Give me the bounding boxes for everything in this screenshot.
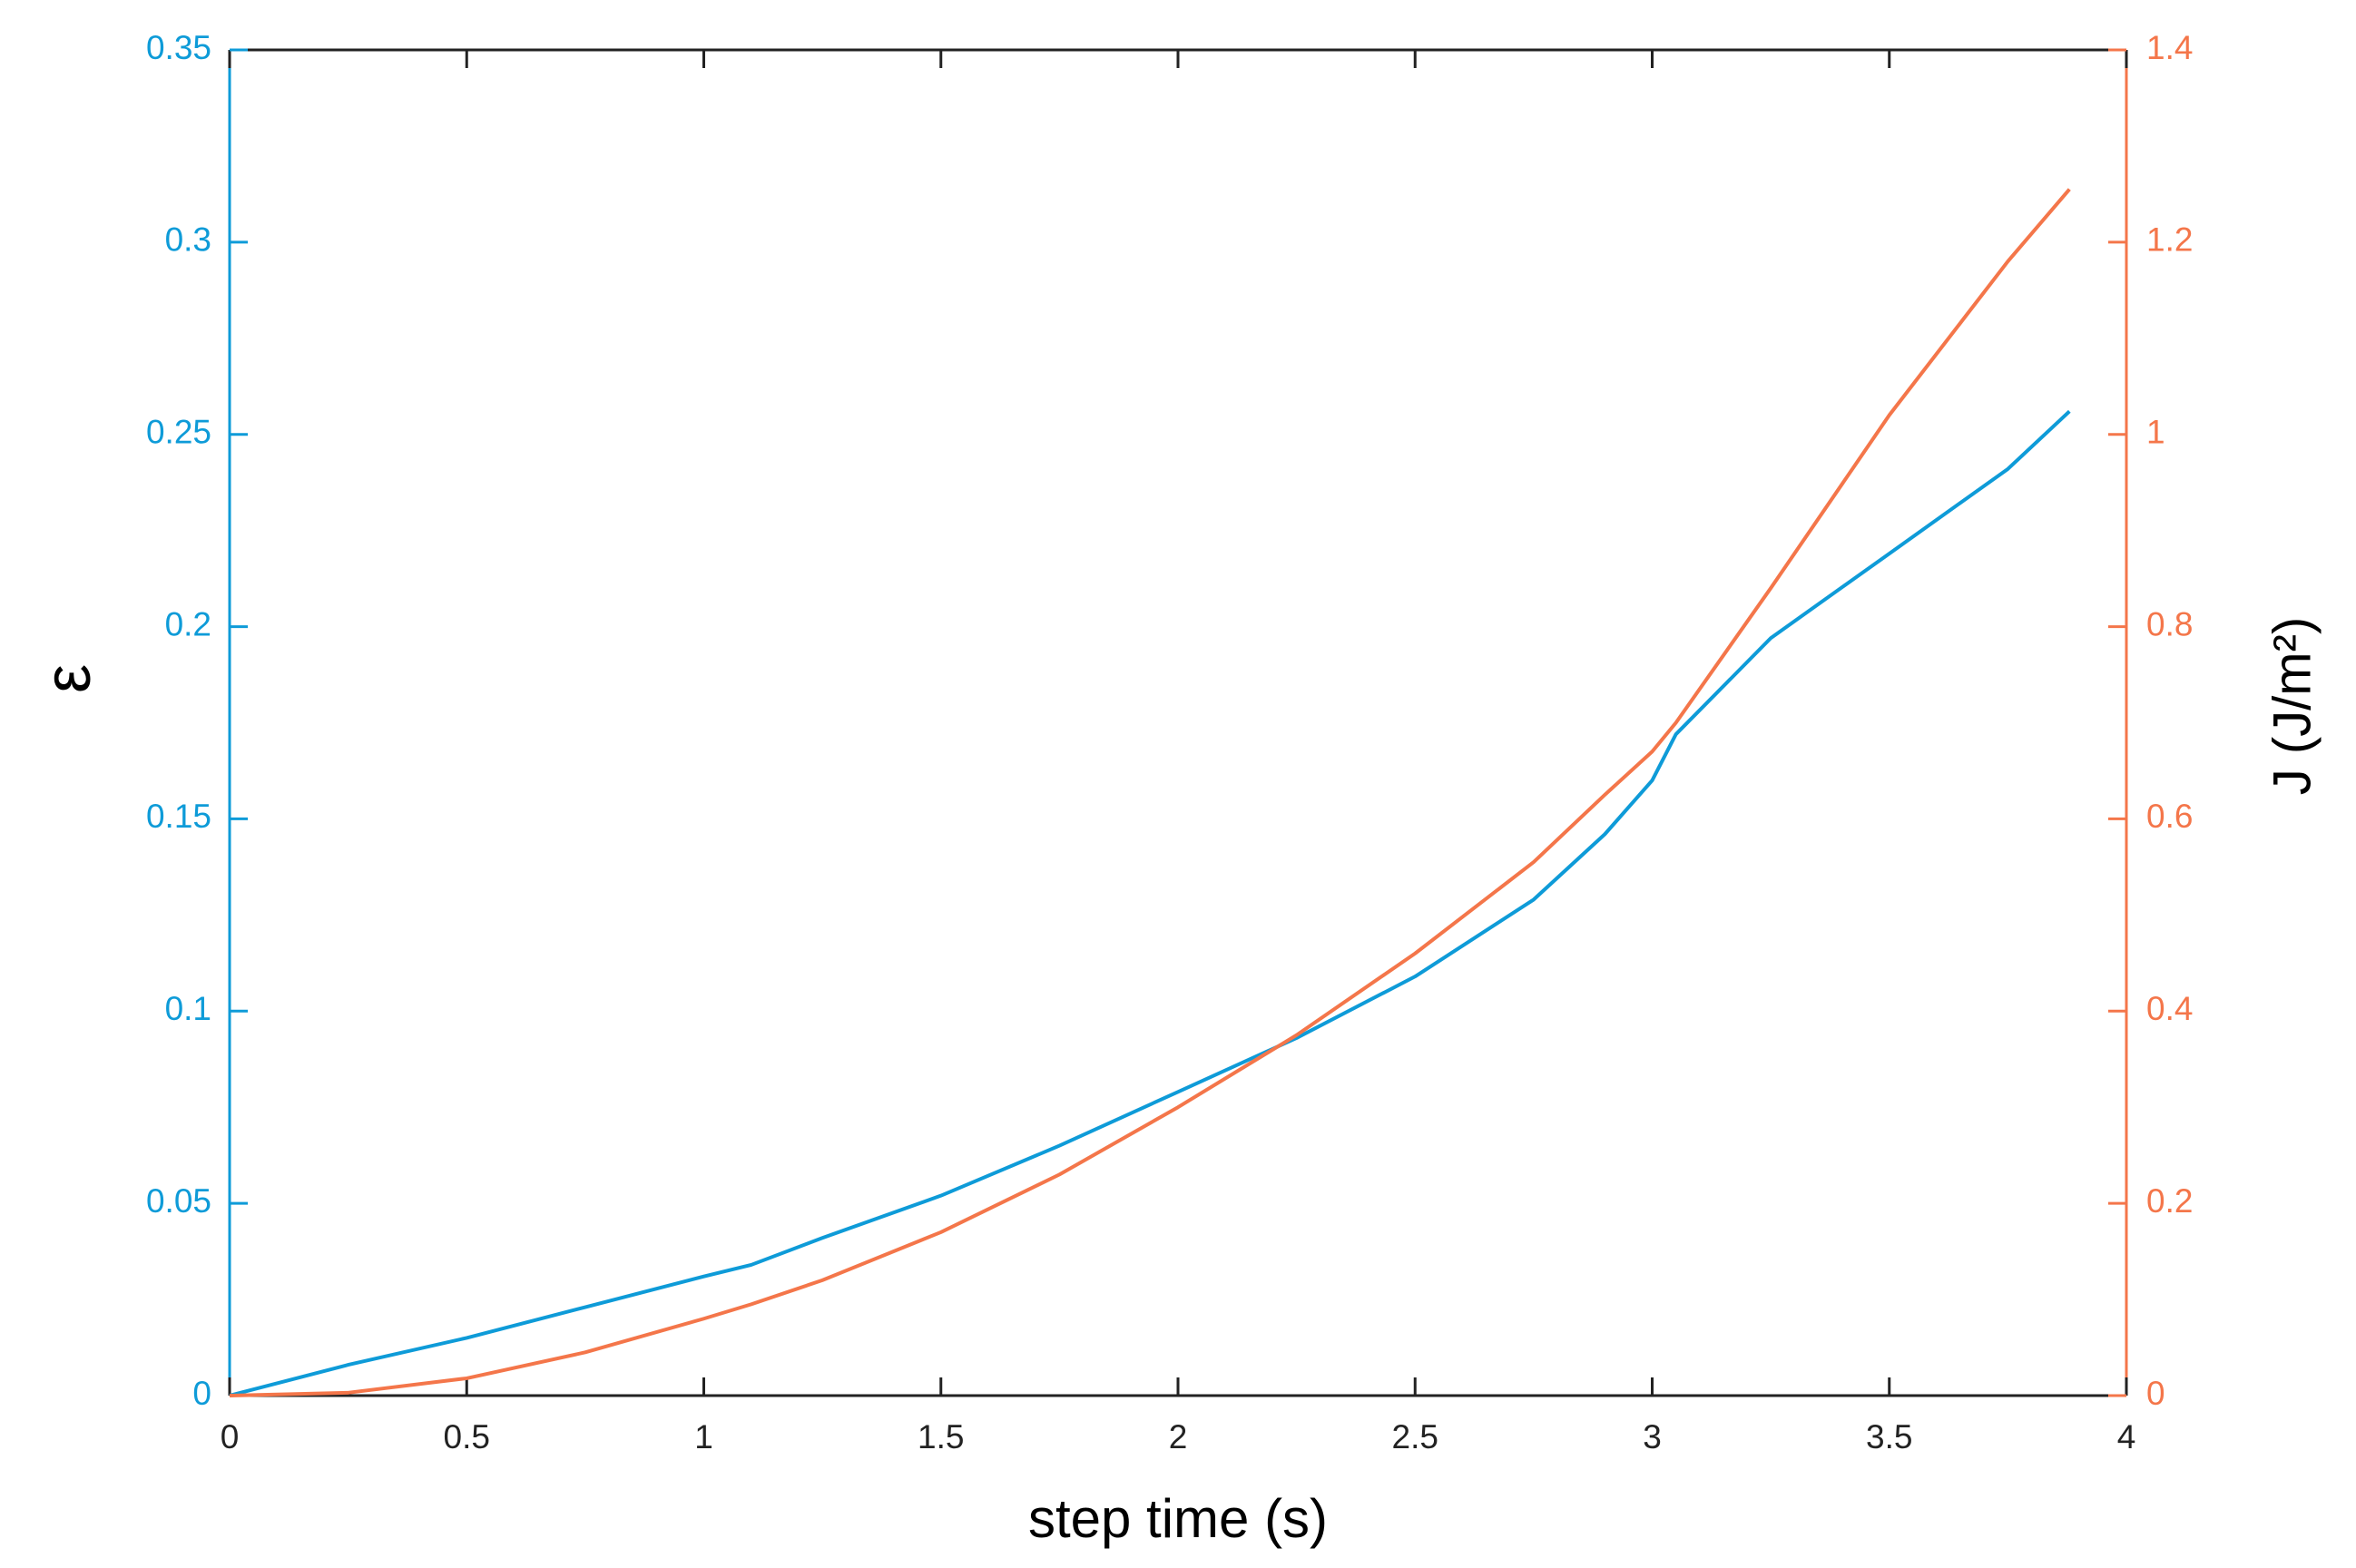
x-tick-label: 3.5 [1866,1418,1912,1455]
y2-tick-label: 0.6 [2146,798,2193,835]
y-tick-label: 0.15 [146,798,211,835]
y-axis-label: ε [32,664,104,693]
y-tick-label: 0.1 [165,990,211,1027]
x-tick-label: 2.5 [1392,1418,1438,1455]
y2-axis-label: J (J/m²) [2263,617,2322,796]
y2-tick-label: 0.8 [2146,605,2193,642]
x-tick-label: 1 [694,1418,713,1455]
x-tick-label: 3 [1643,1418,1662,1455]
x-tick-label: 0.5 [444,1418,490,1455]
y-tick-label: 0.05 [146,1182,211,1220]
y-tick-label: 0.3 [165,221,211,259]
y2-tick-label: 0.2 [2146,1182,2193,1220]
series-line [229,409,2071,1397]
x-tick-label: 0 [221,1418,240,1455]
y-tick-label: 0 [192,1375,211,1412]
x-axis-label: step time (s) [1028,1488,1328,1549]
x-tick-label: 2 [1169,1418,1188,1455]
y-tick-label: 0.35 [146,29,211,66]
x-tick-label: 4 [2117,1418,2136,1455]
x-tick-label: 1.5 [918,1418,964,1455]
y2-tick-label: 1.4 [2146,29,2193,66]
series-line [229,188,2071,1397]
y-tick-label: 0.25 [146,413,211,450]
y-tick-label: 0.2 [165,605,211,642]
y2-tick-label: 1 [2146,413,2165,450]
y2-tick-label: 0 [2146,1375,2165,1412]
y2-tick-label: 0.4 [2146,990,2193,1027]
y2-tick-label: 1.2 [2146,221,2193,259]
